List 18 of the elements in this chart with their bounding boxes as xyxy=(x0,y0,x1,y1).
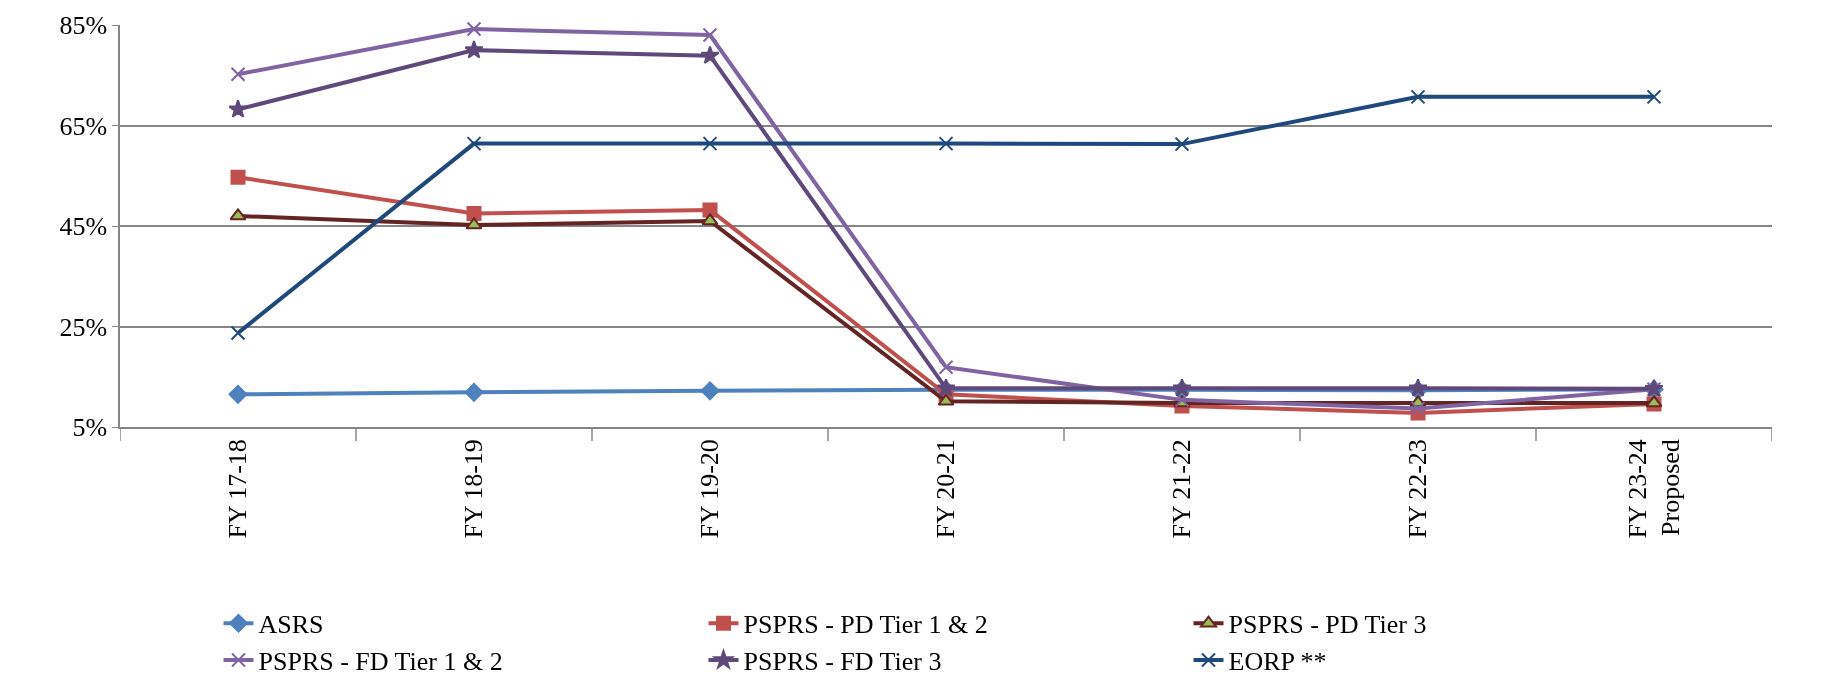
legend-label: PSPRS - PD Tier 1 & 2 xyxy=(743,610,988,640)
y-tick-label: 65% xyxy=(59,111,108,141)
y-tick-label: 5% xyxy=(72,413,108,443)
x-tick-label: FY 21-22 xyxy=(1167,439,1197,539)
y-tick-label: 45% xyxy=(59,212,108,242)
legend-label: PSPRS - PD Tier 3 xyxy=(1228,610,1427,640)
legend-label: PSPRS - FD Tier 3 xyxy=(743,647,942,677)
legend-label: EORP ** xyxy=(1228,647,1327,677)
x-tick-label: FY 19-20 xyxy=(695,439,725,539)
y-tick-label: 25% xyxy=(59,312,108,342)
x-tick-label: FY 23-24 Proposed xyxy=(1622,439,1686,539)
x-tick-label: FY 17-18 xyxy=(223,439,253,539)
x-tick-label: FY 18-19 xyxy=(459,439,489,539)
legend-label: ASRS xyxy=(258,610,324,640)
x-tick-label: FY 20-21 xyxy=(931,439,961,539)
y-tick-label: 85% xyxy=(59,11,108,41)
x-tick-label: FY 22-23 xyxy=(1403,439,1433,539)
legend-label: PSPRS - FD Tier 1 & 2 xyxy=(258,647,503,677)
